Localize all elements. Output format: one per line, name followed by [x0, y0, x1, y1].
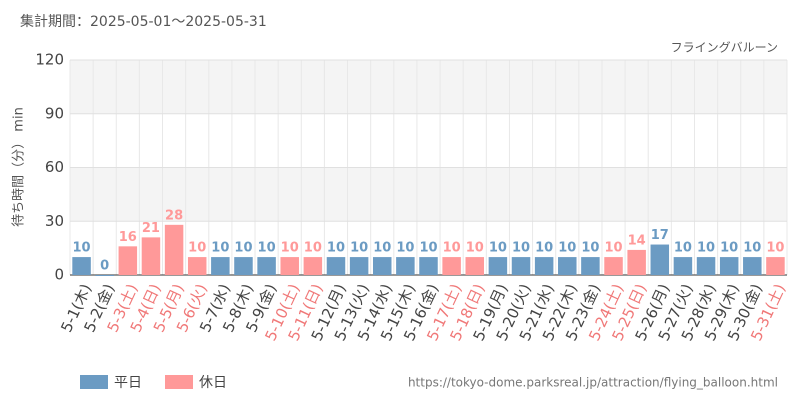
data-label: 10 — [396, 241, 414, 256]
data-label: 10 — [281, 241, 299, 256]
data-label: 0 — [100, 259, 109, 274]
bar — [558, 257, 577, 275]
data-label: 10 — [466, 241, 484, 256]
bar — [164, 224, 184, 275]
bar — [234, 257, 253, 275]
y-tick-label: 90 — [45, 104, 64, 122]
data-label: 10 — [373, 241, 391, 256]
data-label: 17 — [651, 228, 669, 243]
bar — [280, 257, 299, 275]
bar — [118, 246, 138, 275]
bar — [604, 257, 623, 275]
data-label: 10 — [73, 241, 91, 256]
data-label: 10 — [604, 241, 622, 256]
legend-label: 休日 — [199, 375, 227, 391]
grid-band — [70, 167, 787, 222]
data-label: 10 — [489, 241, 507, 256]
bar — [349, 257, 369, 275]
grid-band — [70, 60, 787, 114]
bar — [419, 257, 438, 275]
bar — [257, 257, 276, 275]
y-tick-label: 30 — [45, 212, 64, 230]
bar — [326, 257, 346, 275]
data-label: 10 — [419, 241, 437, 256]
bar — [650, 244, 670, 275]
bar — [673, 257, 693, 275]
y-axis-label: 待ち時間（分） min — [12, 107, 27, 227]
data-label: 10 — [211, 241, 229, 256]
bar — [766, 257, 785, 275]
data-label: 16 — [119, 230, 137, 245]
data-label: 10 — [766, 241, 784, 256]
chart-title: 集計期間：2025-05-01～2025-05-31 — [20, 13, 267, 30]
data-label: 21 — [142, 221, 160, 236]
bar — [396, 257, 415, 275]
data-label: 10 — [304, 241, 322, 256]
data-label: 10 — [743, 241, 761, 256]
bar — [696, 257, 716, 275]
data-label: 10 — [258, 241, 276, 256]
bar — [211, 257, 230, 275]
y-tick-label: 0 — [54, 266, 64, 284]
data-label: 10 — [697, 241, 715, 256]
bar — [511, 257, 531, 275]
data-label: 10 — [350, 241, 368, 256]
y-tick-label: 120 — [35, 51, 64, 69]
data-label: 14 — [628, 233, 646, 248]
bar — [534, 257, 554, 275]
bar — [465, 257, 485, 275]
y-tick-label: 60 — [45, 158, 64, 176]
data-label: 10 — [535, 241, 553, 256]
data-label: 10 — [581, 241, 599, 256]
source-url: https://tokyo-dome.parksreal.jp/attracti… — [408, 376, 778, 390]
data-label: 10 — [720, 241, 738, 256]
bar — [187, 257, 207, 275]
bar — [743, 257, 762, 275]
bar — [442, 257, 461, 275]
bar — [581, 257, 600, 275]
data-label: 10 — [188, 241, 206, 256]
bar — [719, 257, 739, 275]
bar — [72, 257, 91, 275]
bar — [627, 249, 646, 275]
bar — [488, 257, 508, 275]
chart-subtitle: フライングバルーン — [671, 41, 778, 55]
data-label: 10 — [443, 241, 461, 256]
data-label: 10 — [558, 241, 576, 256]
bar — [372, 257, 392, 275]
bar — [141, 237, 161, 275]
legend-label: 平日 — [114, 375, 142, 391]
data-label: 10 — [234, 241, 252, 256]
data-label: 10 — [327, 241, 345, 256]
bar — [95, 275, 114, 276]
legend-swatch — [165, 375, 193, 389]
bar — [303, 257, 323, 275]
legend-swatch — [80, 375, 108, 389]
data-label: 10 — [512, 241, 530, 256]
data-label: 10 — [674, 241, 692, 256]
data-label: 28 — [165, 208, 183, 223]
